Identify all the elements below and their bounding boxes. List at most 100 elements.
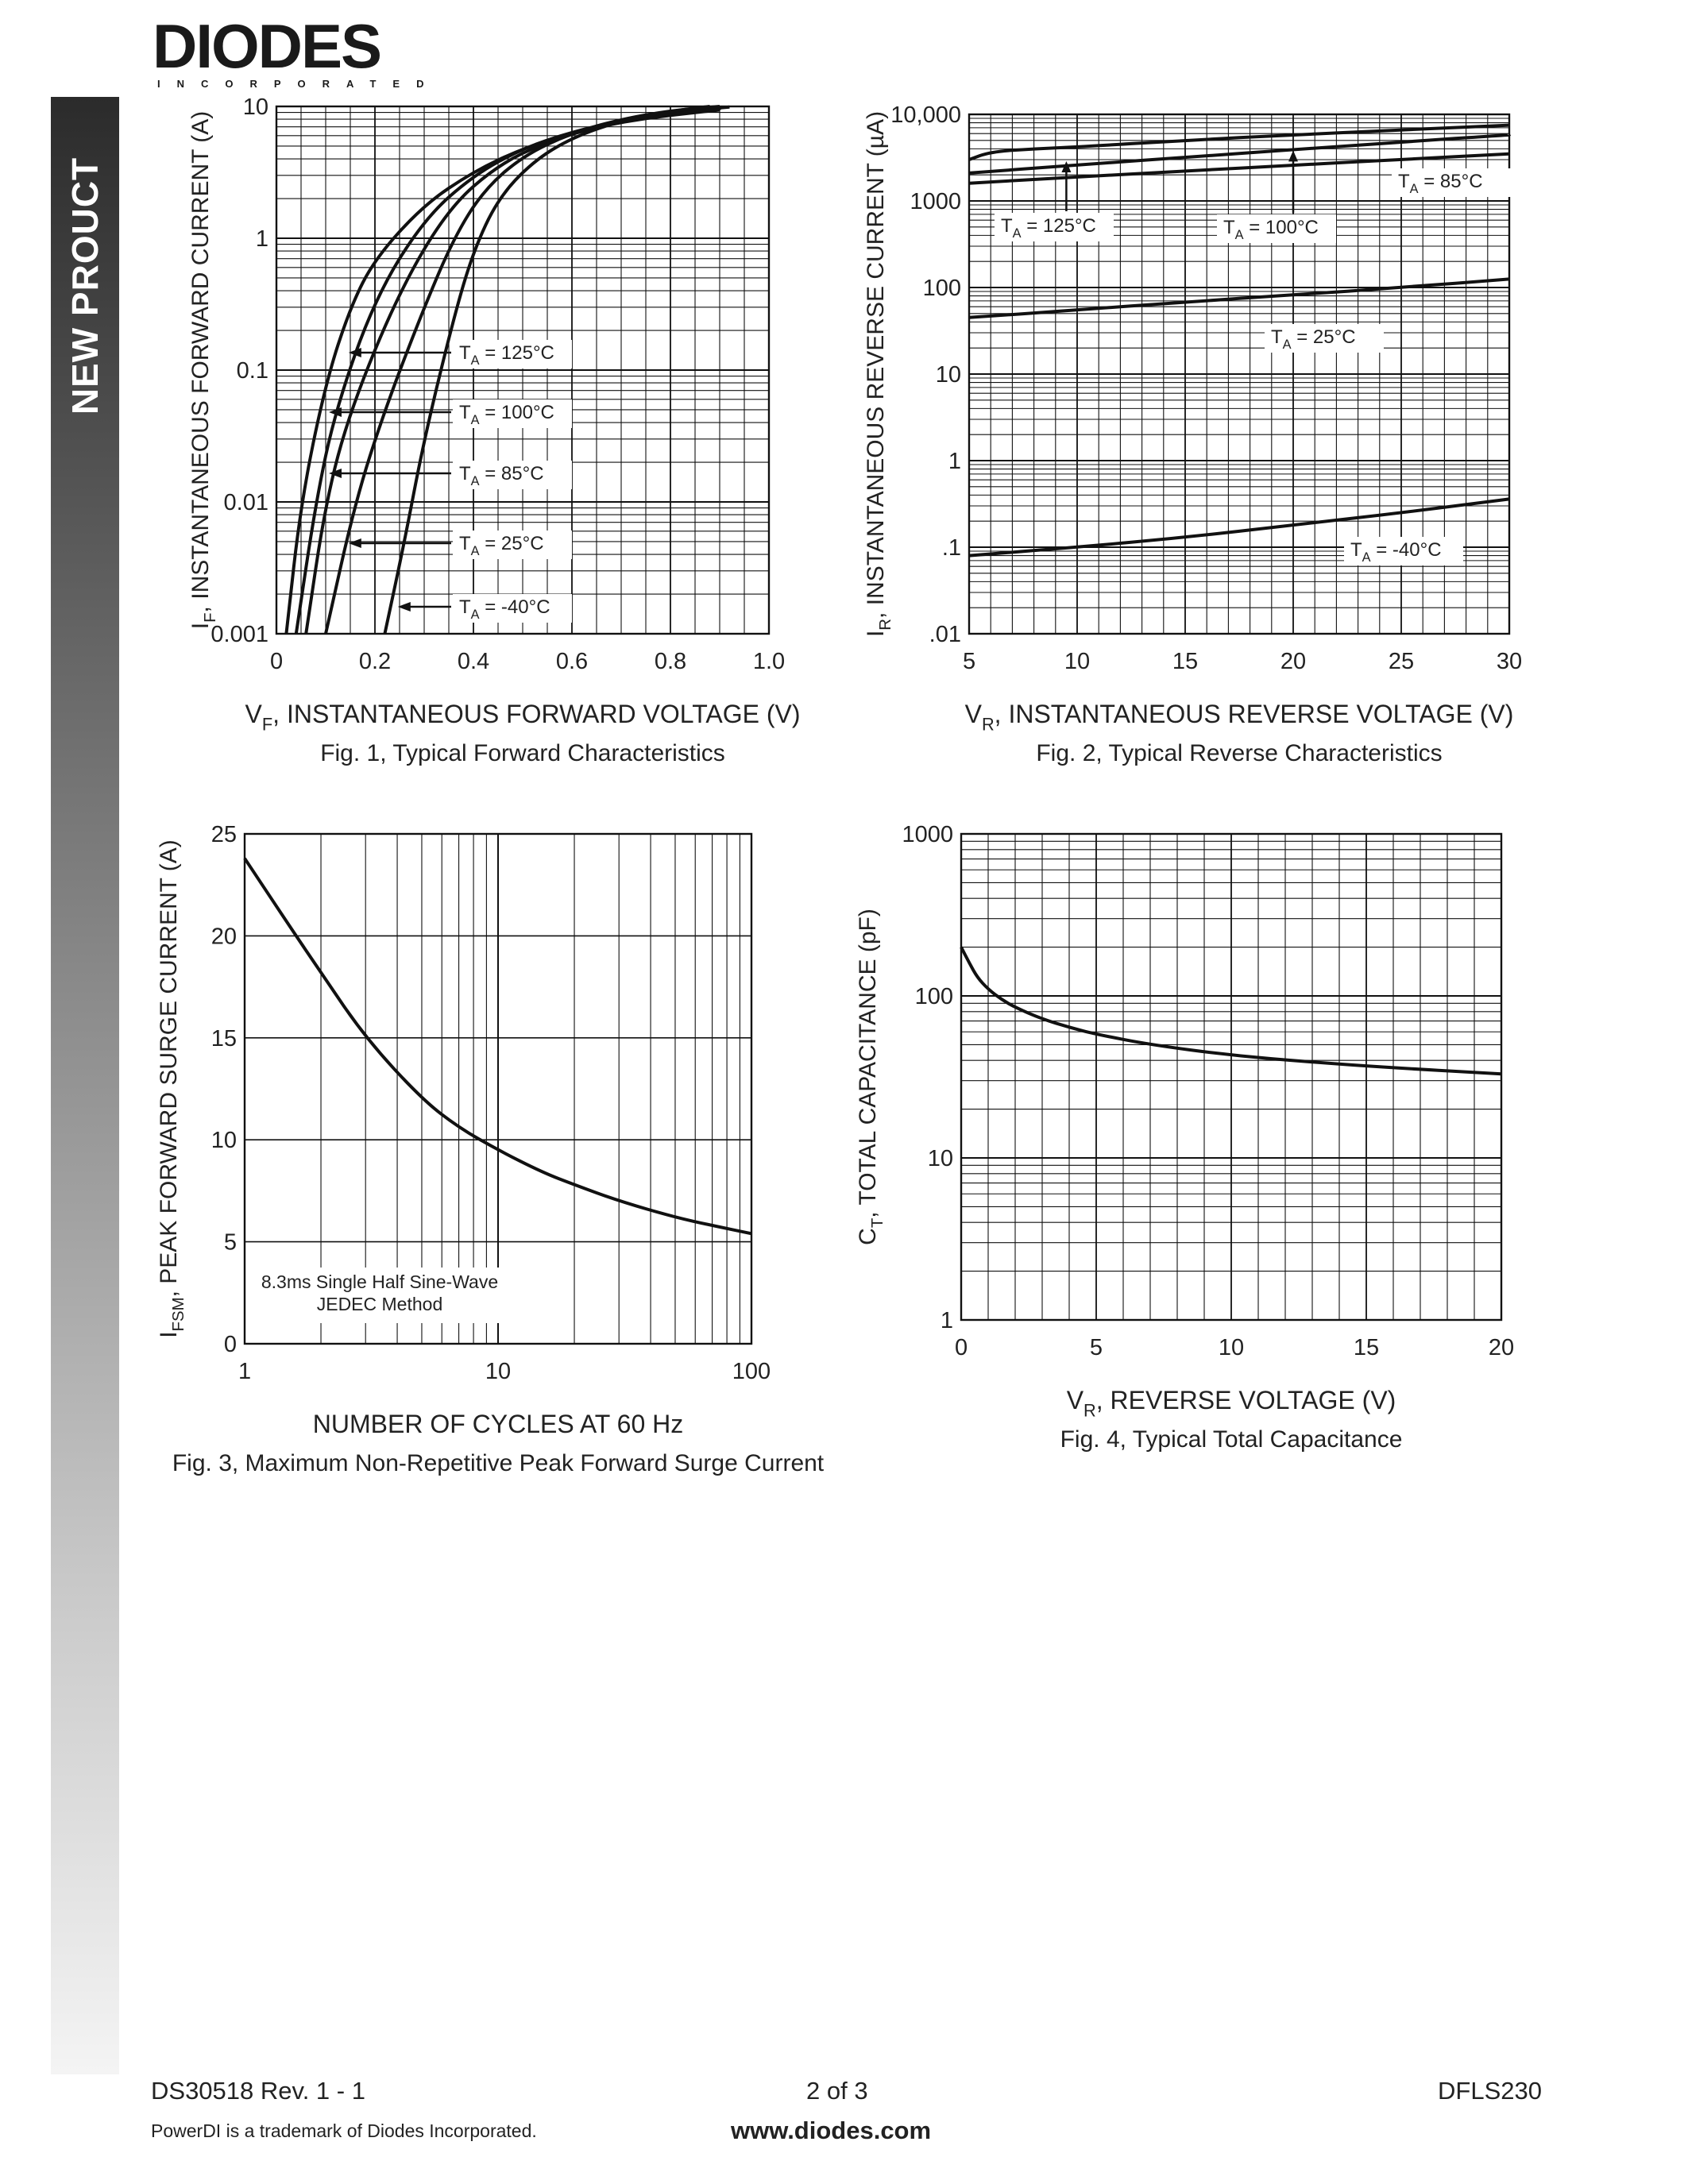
- series-line: [960, 946, 1503, 1076]
- x-tick-label: 10: [485, 1359, 511, 1384]
- chart-title: Fig. 3, Maximum Non-Repetitive Peak Forw…: [172, 1450, 825, 1476]
- x-tick-label: 20: [1280, 649, 1306, 674]
- y-tick-label: 10: [211, 1128, 237, 1153]
- x-tick-label: 0.2: [359, 649, 391, 674]
- annotation-label: TA = -40°C: [1350, 539, 1442, 565]
- sidebar-label: NEW PROUCT: [64, 156, 106, 415]
- chart-svg: 1 10 100 1000 0 5 10 15 20 VR, REVERSE VOLTAGE (V…: [855, 822, 1514, 1453]
- y-tick-label: 20: [211, 924, 237, 949]
- annotation-bg: [453, 340, 572, 369]
- chart-reverse-characteristics: .01 .1 1 10 100 1000 10,000 5 10 15 20 25 30 TA = 125…: [850, 95, 1549, 810]
- sidebar-banner: [51, 97, 119, 2074]
- y-tick-label: 1: [941, 1308, 953, 1333]
- x-tick-label: 1.0: [753, 649, 785, 674]
- x-tick-label: 10: [1064, 649, 1090, 674]
- annotation-label: TA = 125°C: [1001, 215, 1096, 241]
- arrow-head: [329, 407, 342, 417]
- annotation-bg: [261, 1268, 499, 1323]
- annotation-bg: [453, 594, 572, 623]
- chart-title: Fig. 1, Typical Forward Characteristics: [320, 740, 725, 766]
- x-tick-label: 20: [1489, 1335, 1514, 1360]
- footer-page-number: 2 of 3: [806, 2077, 868, 2105]
- y-tick-label: 0.001: [211, 622, 268, 647]
- y-tick-label: .1: [942, 535, 961, 561]
- plot-area: 0.001 0.01 0.1 1 10 0 0.2 0.4 0.6 0.8 1.0 TA = 125°…: [187, 95, 800, 766]
- y-axis-label: IFSM, PEAK FORWARD SURGE CURRENT (A): [156, 839, 187, 1338]
- x-axis-label: VR, REVERSE VOLTAGE (V): [1067, 1386, 1396, 1421]
- chart-svg: 0.001 0.01 0.1 1 10 0 0.2 0.4 0.6 0.8 1.0 TA = 125°…: [187, 95, 800, 766]
- y-axis-label: CT, TOTAL CAPACITANCE (pF): [855, 909, 886, 1245]
- annotation-bg: [453, 399, 572, 428]
- annotation-bg: [995, 213, 1114, 241]
- plot-area: 0 5 10 15 20 25 1 10 100 8.3ms Single Half Sine-W…: [156, 822, 825, 1476]
- annotation-label: TA = 25°C: [1271, 326, 1356, 352]
- chart-title: Fig. 4, Typical Total Capacitance: [1060, 1426, 1403, 1453]
- annotation-label: 8.3ms Single Half Sine-Wave: [261, 1271, 498, 1292]
- diodes-logo: DIODES INCORPORATED: [153, 14, 438, 94]
- annotation-label: TA = 100°C: [459, 402, 554, 427]
- arrow-head: [1061, 160, 1072, 172]
- x-tick-label: 0.6: [556, 649, 588, 674]
- x-tick-label: 0.8: [655, 649, 686, 674]
- plot-frame: [275, 105, 771, 635]
- chart-total-capacitance: 1 10 100 1000 0 5 10 15 20 VR, REVERSE VOLTAGE (V…: [842, 810, 1557, 1477]
- plot-area: .01 .1 1 10 100 1000 10,000 5 10 15 20 25 30 TA = 125…: [863, 102, 1522, 766]
- arrow-head: [348, 348, 361, 357]
- annotation-bg: [1392, 168, 1511, 197]
- annotation-label: TA = 25°C: [459, 533, 544, 558]
- y-tick-label: 10,000: [890, 102, 961, 128]
- annotation-bg: [453, 531, 572, 559]
- x-axis-label: VF, INSTANTANEOUS FORWARD VOLTAGE (V): [245, 700, 801, 735]
- y-tick-label: 100: [923, 276, 961, 301]
- x-tick-label: 5: [1090, 1335, 1103, 1360]
- plot-frame: [243, 832, 753, 1345]
- y-axis-label: IR, INSTANTANEOUS REVERSE CURRENT (µA): [863, 111, 894, 637]
- x-tick-label: 10: [1219, 1335, 1244, 1360]
- grid: [244, 833, 751, 1345]
- footer-doc-id: DS30518 Rev. 1 - 1: [151, 2077, 365, 2105]
- arrow-head: [1288, 150, 1298, 162]
- annotation-label: TA = 85°C: [1398, 171, 1483, 196]
- annotation-label: JEDEC Method: [317, 1294, 443, 1314]
- chart-forward-characteristics: 0.001 0.01 0.1 1 10 0 0.2 0.4 0.6 0.8 1.0 TA = 125°…: [175, 95, 800, 810]
- y-tick-label: .01: [929, 622, 961, 647]
- chart-surge-current: 0 5 10 15 20 25 1 10 100 8.3ms Single Half Sine-W…: [143, 810, 858, 1477]
- x-tick-label: 5: [963, 649, 975, 674]
- x-tick-label: 15: [1172, 649, 1198, 674]
- annotation-bg: [1217, 214, 1336, 243]
- y-tick-label: 1: [256, 226, 268, 252]
- series-line: [383, 105, 710, 635]
- y-tick-label: 10: [243, 95, 268, 120]
- logo-text: DIODES: [153, 11, 382, 81]
- annotation-label: TA = 125°C: [459, 342, 554, 368]
- chart-svg: .01 .1 1 10 100 1000 10,000 5 10 15 20 25 30 TA = 125…: [863, 102, 1522, 766]
- series-line: [968, 497, 1510, 558]
- y-tick-label: 10: [936, 362, 961, 388]
- y-tick-label: 5: [224, 1230, 237, 1256]
- series-line: [968, 152, 1511, 185]
- annotation-label: TA = 85°C: [459, 463, 544, 488]
- x-tick-label: 25: [1389, 649, 1414, 674]
- series-line: [968, 133, 1511, 175]
- footer-part-number: DFLS230: [1438, 2077, 1542, 2105]
- plot-frame: [960, 832, 1503, 1322]
- x-tick-label: 15: [1354, 1335, 1379, 1360]
- plot-frame: [968, 113, 1511, 635]
- x-axis-label: NUMBER OF CYCLES AT 60 Hz: [313, 1410, 683, 1438]
- y-tick-label: 0: [224, 1332, 237, 1357]
- y-tick-label: 25: [211, 822, 237, 847]
- annotation-bg: [453, 461, 572, 489]
- arrow-head: [329, 469, 342, 478]
- series-line: [243, 857, 752, 1236]
- annotation-label: TA = 100°C: [1223, 217, 1319, 242]
- footer-url[interactable]: www.diodes.com: [731, 2116, 932, 2144]
- y-tick-label: 15: [211, 1026, 237, 1051]
- y-tick-label: 1000: [910, 189, 961, 214]
- annotation-label: TA = -40°C: [459, 596, 550, 622]
- x-tick-label: 0: [955, 1335, 968, 1360]
- x-axis-label: VR, INSTANTANEOUS REVERSE VOLTAGE (V): [965, 700, 1514, 735]
- annotation-bg: [1265, 324, 1384, 353]
- chart-title: Fig. 2, Typical Reverse Characteristics: [1036, 740, 1442, 766]
- series-line: [968, 123, 1511, 161]
- x-tick-label: 0: [270, 649, 283, 674]
